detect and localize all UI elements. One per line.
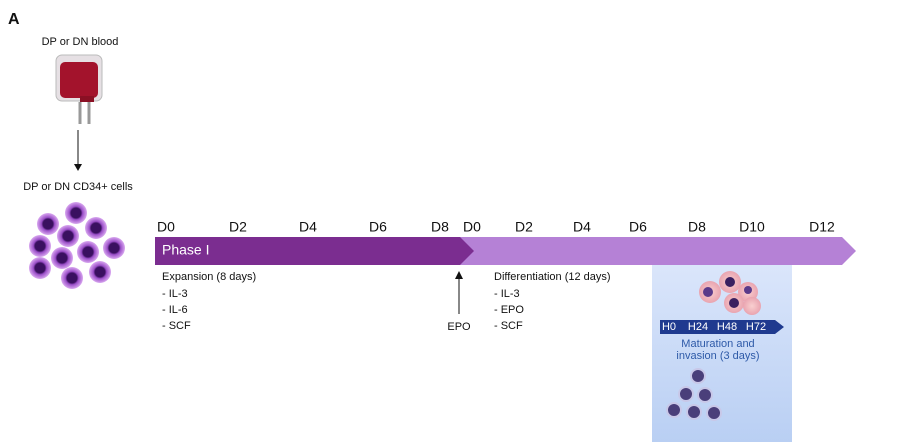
factor: - IL-3 [494,288,520,300]
day-label: D4 [573,219,591,235]
factor: - IL-6 [162,304,188,316]
epo-label: EPO [447,321,471,333]
day-label: D10 [739,219,765,235]
day-label: D6 [369,219,387,235]
maturation-arrow [660,320,784,334]
day-label: D0 [157,219,175,235]
day-label: D8 [688,219,706,235]
hour-label: H24 [688,321,708,333]
maturation-label: Maturation and [681,338,754,350]
day-label: D12 [809,219,835,235]
source-label: DP or DN blood [42,36,119,48]
day-label: D6 [629,219,647,235]
day-label: D8 [431,219,449,235]
invading-cells [666,368,722,421]
day-label: D4 [299,219,317,235]
factor: - IL-3 [162,288,188,300]
factor: - SCF [494,320,523,332]
maturing-cells [699,271,761,315]
hour-label: H0 [662,321,676,333]
arrow-head [455,271,463,279]
day-label: D0 [463,219,481,235]
arrow-head [74,164,82,171]
cell-cluster [29,202,125,289]
phase2-arrow [460,237,856,265]
phase1-arrow [155,237,474,265]
blood-bag [55,54,103,124]
hour-label: H72 [746,321,766,333]
phase2-description: Differentiation (12 days) [494,271,611,283]
factor: - SCF [162,320,191,332]
phase1-title: Phase I [162,242,209,258]
hour-label: H48 [717,321,737,333]
panel-label: A [8,11,20,28]
day-label: D2 [229,219,247,235]
cells-label: DP or DN CD34+ cells [23,181,133,193]
day-label: D2 [515,219,533,235]
factor: - EPO [494,304,524,316]
phase1-description: Expansion (8 days) [162,271,256,283]
maturation-label: invasion (3 days) [676,350,759,362]
